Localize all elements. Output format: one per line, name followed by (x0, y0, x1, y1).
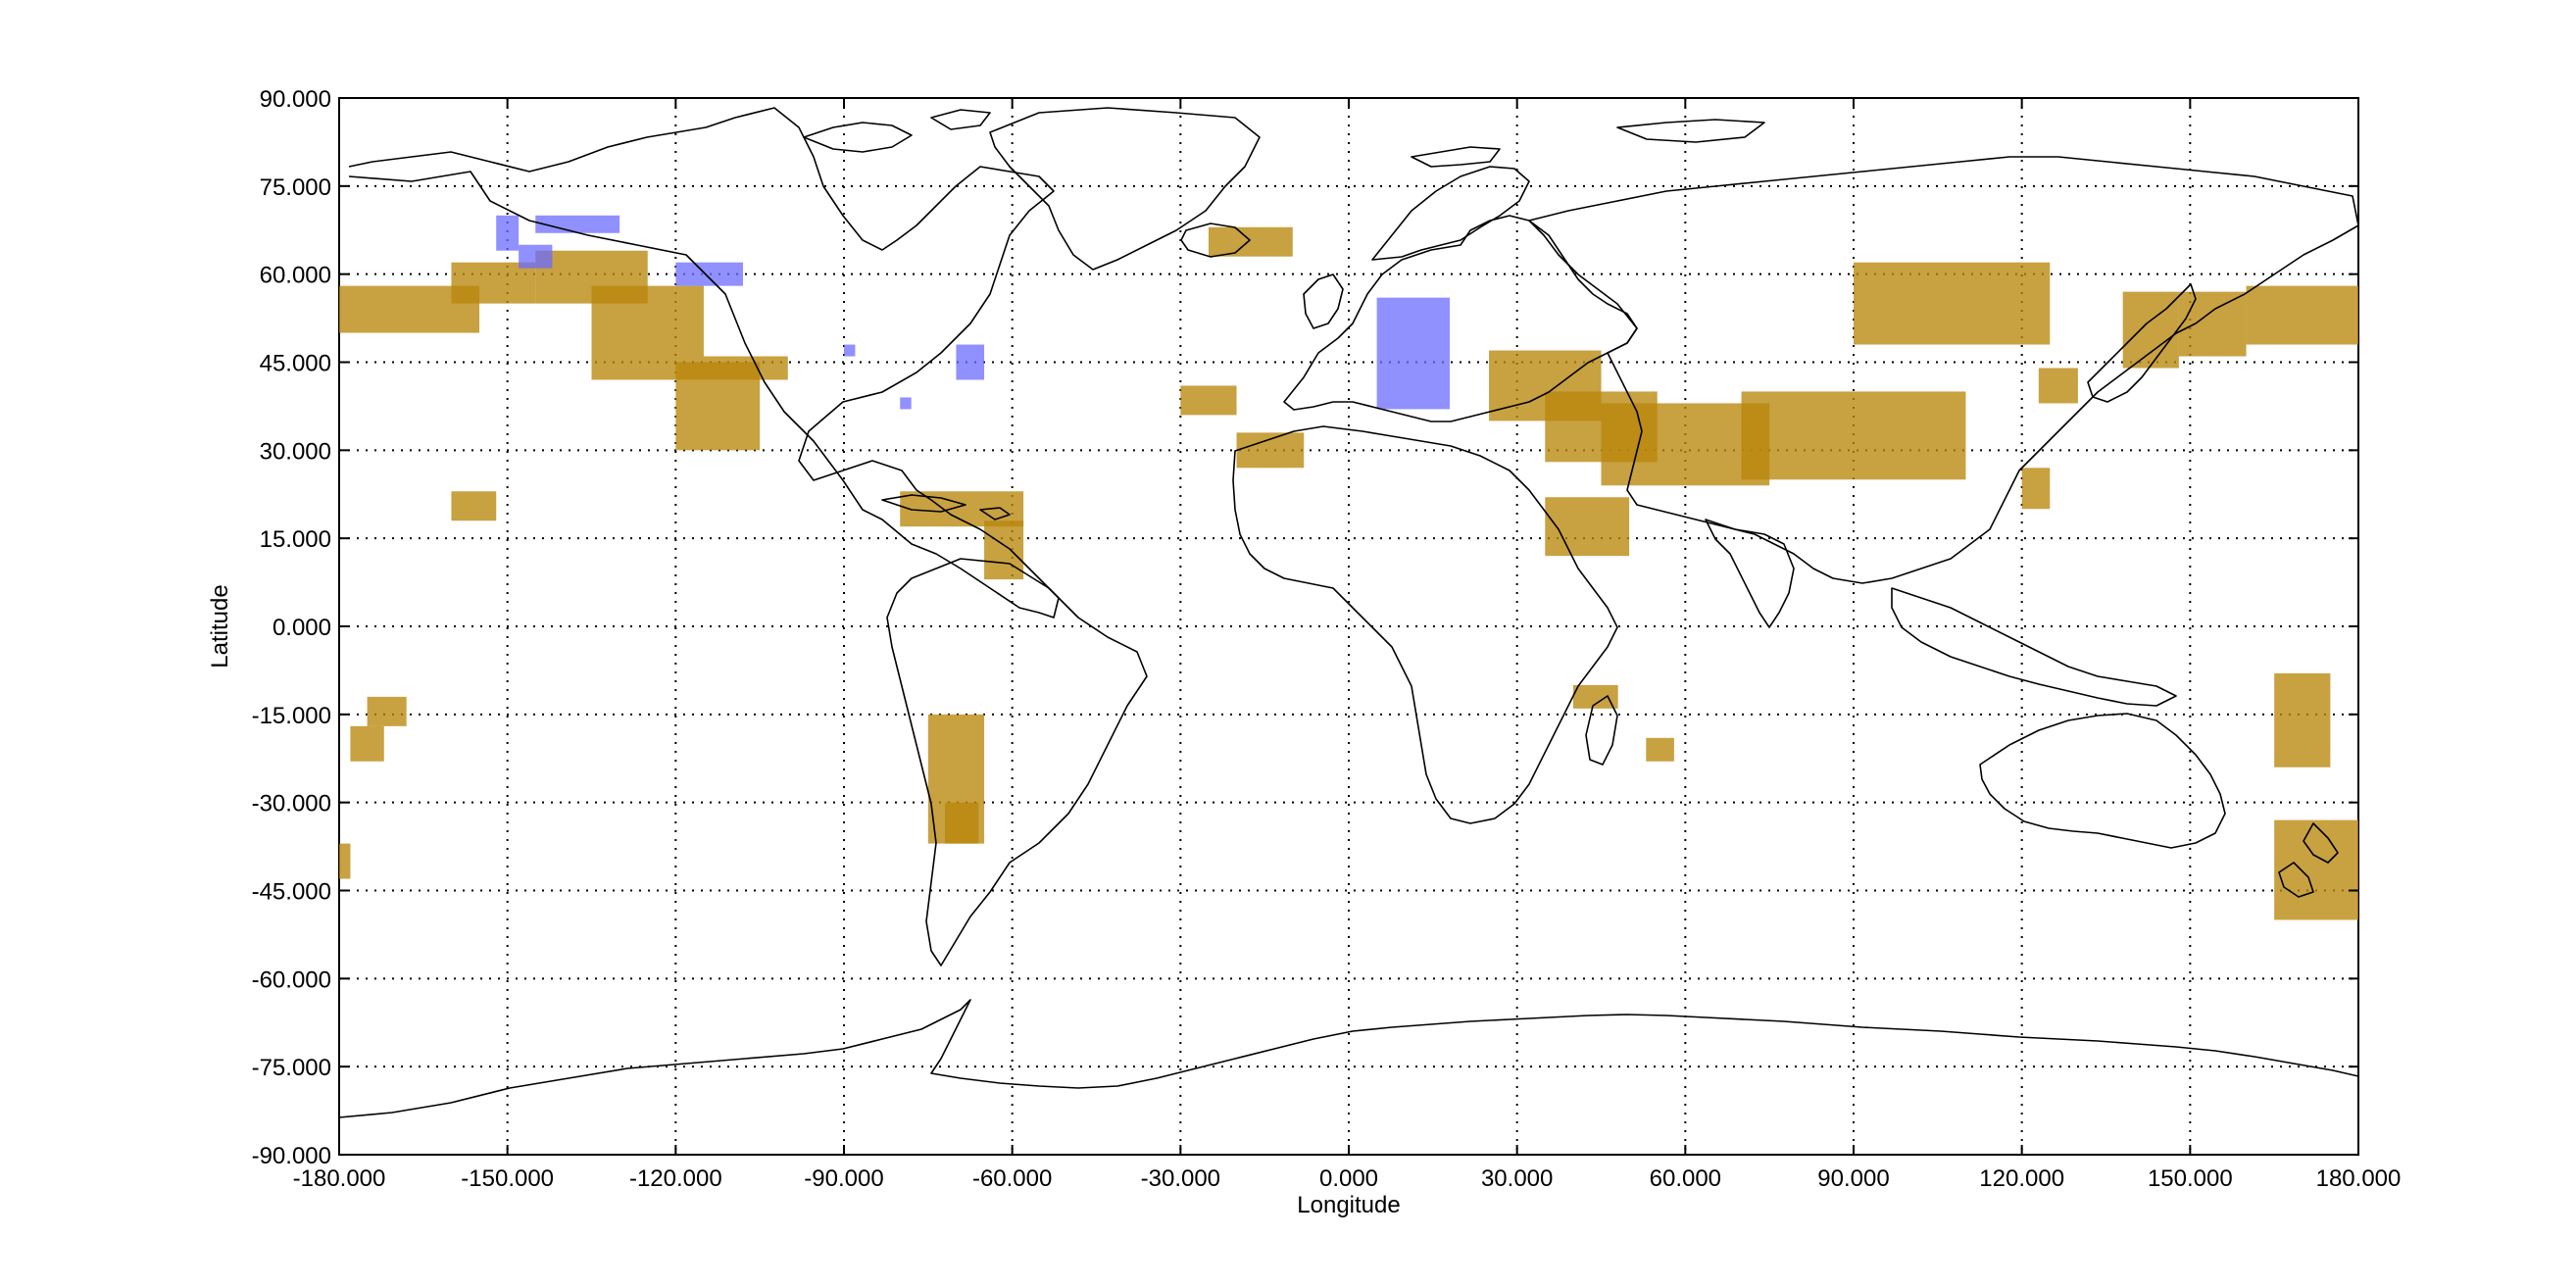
mountain-region-patch (2274, 819, 2358, 920)
coastline-australia (1979, 713, 2226, 849)
mountain-region-patch (2178, 291, 2247, 357)
coastline-arctic-islands (803, 109, 1765, 168)
axis-ticks (338, 97, 2359, 1156)
y-tick-label: -60.000 (252, 966, 331, 993)
y-tick-label: -30.000 (252, 791, 331, 817)
y-tick-label: 15.000 (260, 526, 331, 553)
x-tick-label: -180.000 (293, 1165, 386, 1192)
coastline-layer (338, 107, 2359, 1118)
mountain-region-patch (1180, 385, 1237, 416)
y-tick-label: -75.000 (252, 1055, 331, 1081)
coastline-uk (1303, 273, 1344, 329)
y-tick-label: 0.000 (272, 615, 331, 641)
coastline-antarctica (338, 999, 2359, 1118)
glacier-region-patch (956, 344, 985, 380)
x-tick-label: -60.000 (972, 1165, 1052, 1192)
coastline-new-zealand (2278, 822, 2339, 898)
mountain-region-patch (2021, 468, 2051, 510)
glacier-region-patch (844, 344, 856, 357)
mountain-region-patch (1545, 497, 1630, 557)
x-tick-label: 120.000 (1979, 1165, 2064, 1192)
coastline-southeast-asia (1891, 587, 2177, 707)
x-tick-label: 180.000 (2316, 1165, 2402, 1192)
mountain-region-patch (451, 491, 497, 521)
x-tick-label: 30.000 (1481, 1165, 1553, 1192)
glacier-region-patch (519, 244, 553, 269)
coastline-caribbean (881, 494, 1011, 520)
mountain-region-patch (1646, 737, 1674, 762)
mountain-region-patch (367, 696, 407, 726)
coastline-iceland (1180, 223, 1251, 258)
mountain-region-patch (1741, 391, 1966, 480)
x-tick-label: 150.000 (2148, 1165, 2233, 1192)
x-tick-label: -150.000 (461, 1165, 554, 1192)
y-tick-label: 30.000 (260, 438, 331, 465)
x-tick-label: 90.000 (1817, 1165, 1889, 1192)
y-axis-label: Latitude (207, 584, 233, 668)
y-tick-label: -45.000 (252, 879, 331, 906)
y-tick-label: -90.000 (252, 1143, 331, 1169)
mountain-region-patch (945, 802, 979, 844)
y-tick-label: 45.000 (260, 351, 331, 377)
glacier-region-patch (900, 397, 912, 410)
mountain-region-patch (2122, 291, 2179, 369)
x-tick-label: -90.000 (804, 1165, 883, 1192)
coastline-europe (1283, 215, 1638, 422)
mountain-region-patch (984, 520, 1024, 580)
x-axis-label: Longitude (1297, 1192, 1400, 1218)
x-tick-label: 60.000 (1650, 1165, 1721, 1192)
coastline-south-america (886, 558, 1148, 966)
y-tick-label: -15.000 (252, 703, 331, 729)
mountain-region-layer (339, 226, 2358, 920)
mountain-region-patch (703, 356, 788, 380)
glacier-region-layer (496, 215, 1450, 410)
x-tick-label: 0.000 (1319, 1165, 1378, 1192)
mountain-region-patch (1236, 432, 1305, 469)
mountain-region-patch (1208, 226, 1293, 257)
y-tick-label: 60.000 (260, 263, 331, 289)
x-tick-label: -120.000 (629, 1165, 722, 1192)
x-tick-label: -30.000 (1141, 1165, 1220, 1192)
mountain-region-patch (350, 725, 384, 762)
y-tick-label: 75.000 (260, 174, 331, 201)
coastline-japan (2087, 283, 2197, 403)
coastline-india (1705, 519, 1795, 628)
coastline-asia (1528, 156, 2359, 584)
mountain-region-patch (2246, 285, 2358, 345)
mountain-region-patch (339, 843, 351, 879)
coastline-greenland (989, 107, 1261, 271)
glacier-region-patch (675, 262, 743, 286)
x-tick-labels: -180.000 -150.000 -120.000 -90.000 -60.000 -3… (293, 1165, 2402, 1192)
glacier-region-patch (496, 215, 520, 251)
glacier-region-patch (1376, 297, 1450, 410)
y-tick-label: 90.000 (260, 86, 331, 113)
coastline-africa (1232, 425, 1618, 824)
coastline-scandinavia (1371, 166, 1530, 261)
mountain-region-patch (1854, 262, 2051, 345)
coastline-north-america (348, 107, 1060, 619)
coastline-madagascar (1585, 695, 1618, 766)
mountain-region-patch (2274, 672, 2331, 768)
mountain-region-patch (451, 262, 536, 304)
glacier-region-patch (535, 215, 620, 233)
y-tick-labels: 90.000 75.000 60.000 45.000 30.000 15.000 0.00… (252, 86, 331, 1169)
mountain-region-patch (1572, 684, 1618, 709)
mountain-region-patch (2038, 368, 2078, 404)
